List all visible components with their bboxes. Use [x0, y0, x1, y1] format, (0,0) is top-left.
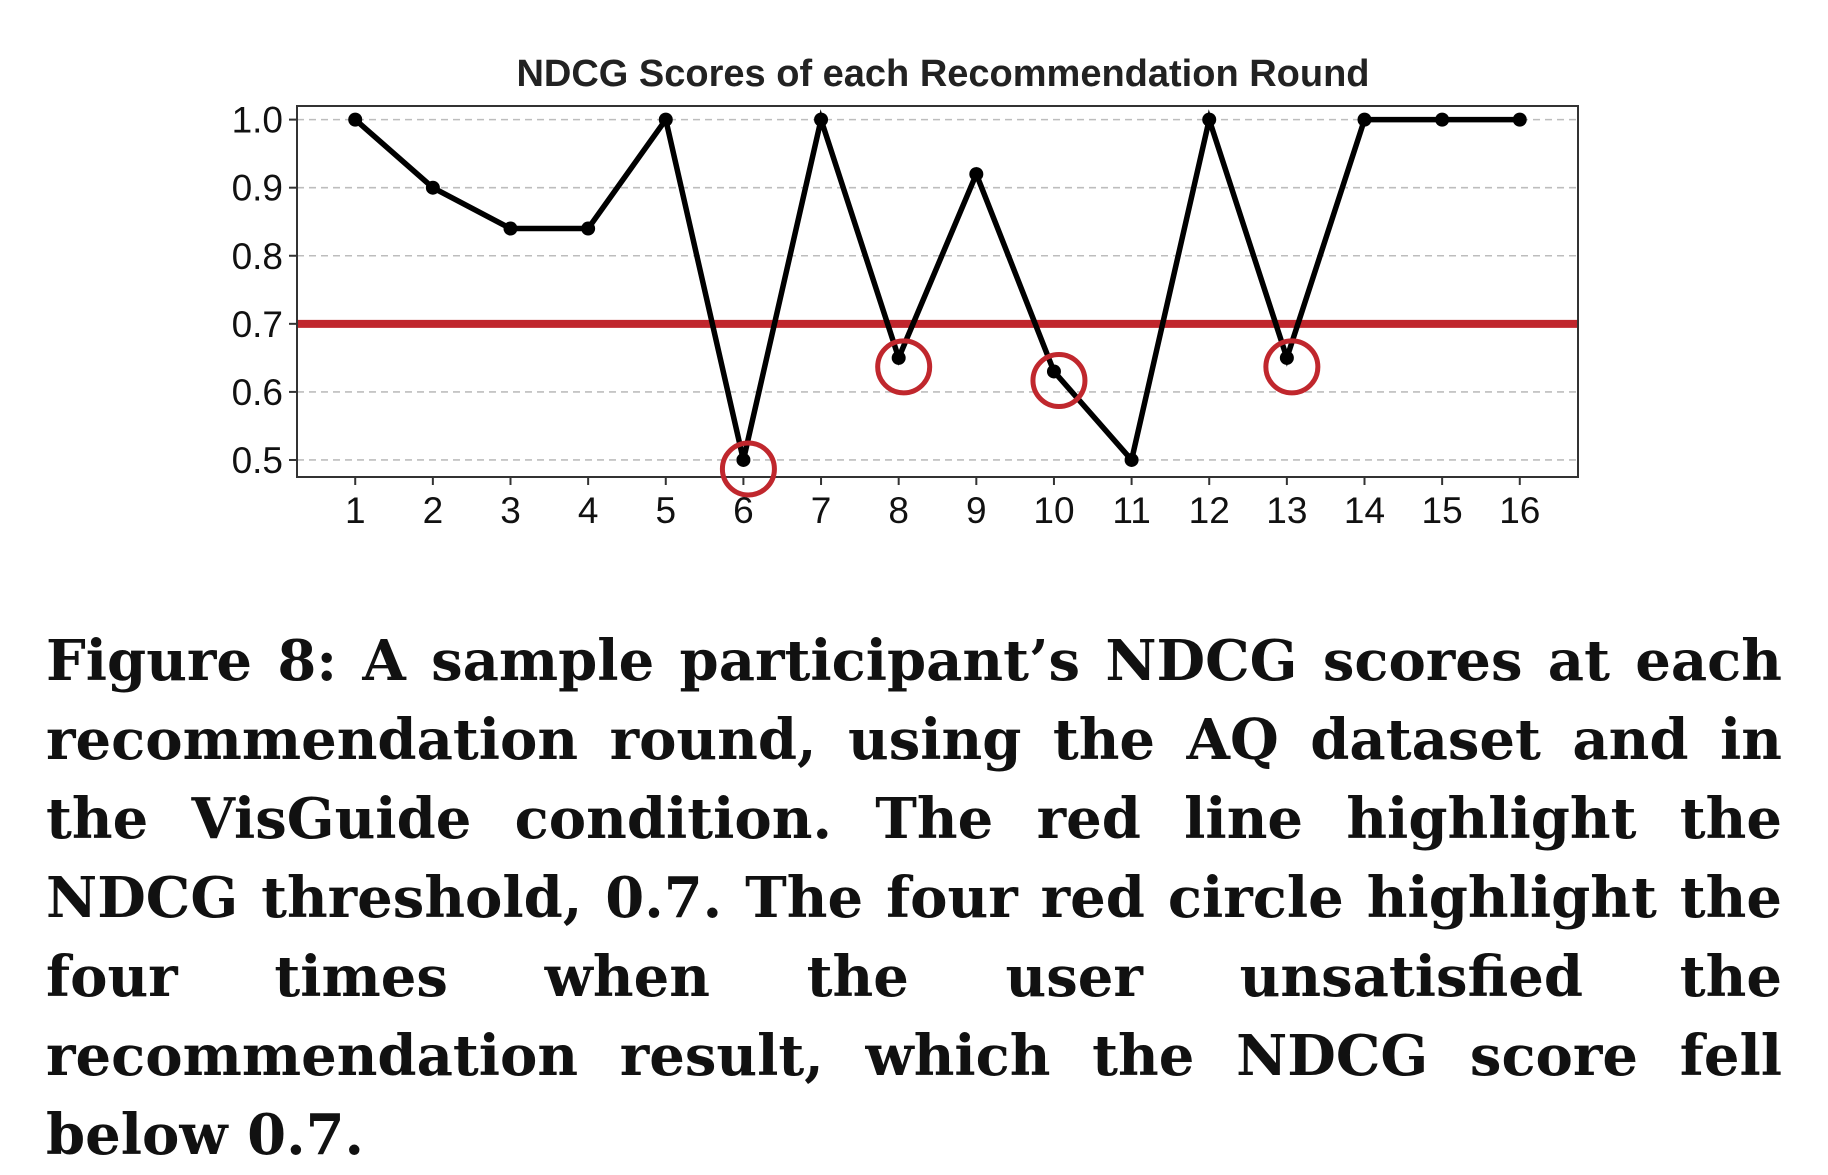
plot-frame	[296, 105, 1579, 478]
x-tick-label: 7	[811, 490, 832, 531]
data-point	[1124, 452, 1139, 467]
grid-lines	[297, 118, 1578, 461]
x-axis-ticks: 1 2 3 4 5 6 7 8 9 10 11 12 13 14 15 16	[345, 477, 1540, 531]
y-tick-label: 0.8	[232, 236, 283, 277]
data-point	[969, 167, 984, 182]
x-tick-label: 1	[345, 490, 366, 531]
data-point	[425, 180, 440, 195]
x-tick-label: 3	[500, 490, 521, 531]
y-tick-label: 0.7	[232, 304, 283, 345]
ndcg-series-line	[353, 109, 1520, 466]
x-tick-label: 8	[888, 490, 909, 531]
data-point	[814, 112, 829, 127]
highlight-circle	[719, 440, 777, 498]
data-point	[1046, 364, 1061, 379]
ndcg-line-chart: NDCG Scores of each Recommendation Round…	[232, 53, 1579, 531]
x-tick-label: 2	[423, 490, 444, 531]
highlight-circle	[1263, 338, 1321, 396]
data-point	[1357, 112, 1372, 127]
data-point	[1435, 112, 1450, 127]
y-tick-label: 0.5	[232, 440, 283, 481]
figure-caption: Figure 8: A sample participant’s NDCG sc…	[46, 628, 1782, 1168]
highlight-circles	[719, 338, 1321, 498]
highlight-circle	[875, 338, 933, 396]
x-tick-label: 9	[966, 490, 987, 531]
x-tick-label: 16	[1499, 490, 1540, 531]
data-point	[736, 452, 751, 467]
x-tick-label: 4	[578, 490, 599, 531]
data-point	[348, 112, 363, 127]
highlight-circle	[1030, 351, 1088, 409]
data-point	[581, 221, 596, 236]
y-tick-label: 0.9	[232, 168, 283, 209]
x-tick-label: 13	[1266, 490, 1307, 531]
x-tick-label: 10	[1033, 490, 1074, 531]
x-tick-label: 12	[1189, 490, 1230, 531]
series-layer	[353, 109, 1520, 466]
chart-title: NDCG Scores of each Recommendation Round	[516, 53, 1369, 95]
y-tick-label: 1.0	[232, 100, 283, 141]
y-tick-label: 0.6	[232, 372, 283, 413]
x-tick-label: 14	[1344, 490, 1385, 531]
data-points	[348, 112, 1527, 467]
x-tick-label: 5	[655, 490, 676, 531]
data-point	[891, 350, 906, 365]
data-point	[1279, 350, 1294, 365]
y-axis-ticks: 0.5 0.6 0.7 0.8 0.9 1.0	[232, 100, 297, 481]
data-point	[503, 221, 518, 236]
plot-frame-rect	[296, 105, 1579, 478]
data-point	[658, 112, 673, 127]
data-point	[1202, 112, 1217, 127]
figure: NDCG Scores of each Recommendation Round…	[46, 53, 1782, 1168]
data-point	[1512, 112, 1527, 127]
x-tick-label: 6	[733, 490, 754, 531]
x-tick-label: 11	[1112, 490, 1150, 531]
x-tick-label: 15	[1422, 490, 1463, 531]
